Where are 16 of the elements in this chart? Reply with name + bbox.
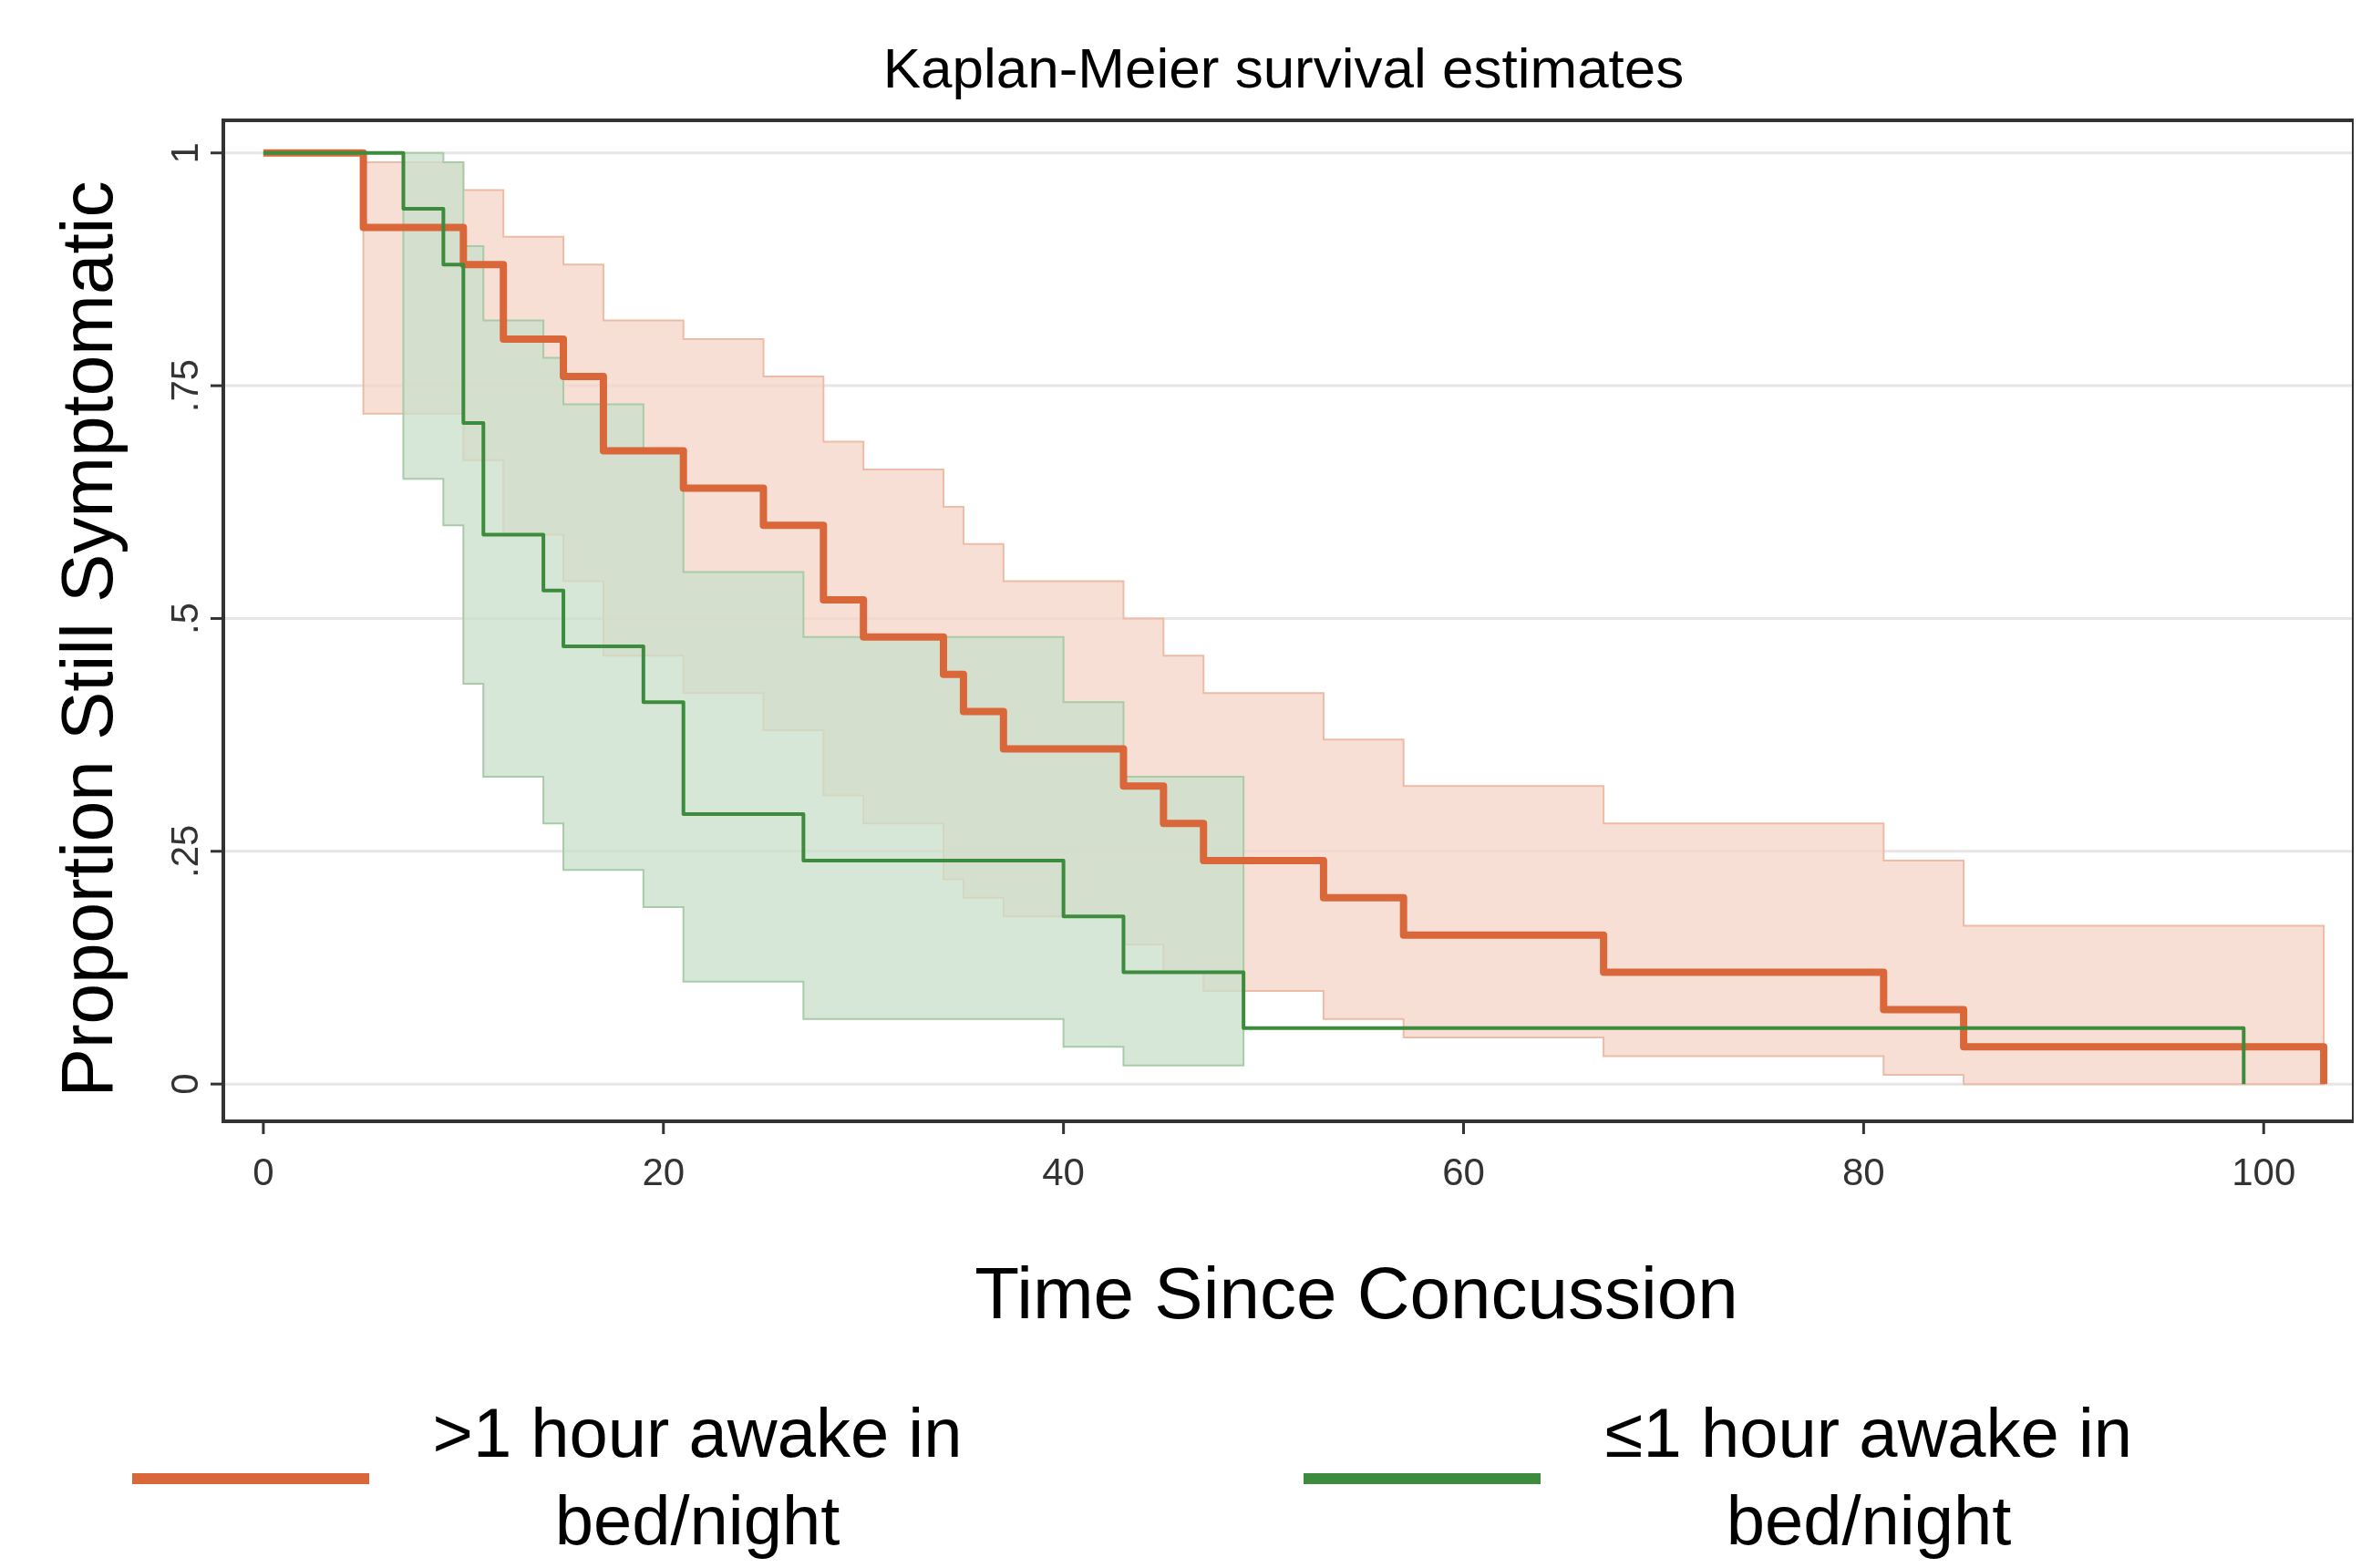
x-tick-label: 20 [642,1150,686,1193]
y-axis-title: Proportion Still Symptomatic [46,181,128,1098]
y-tick-label: .25 [163,824,206,878]
legend-label: ≤1 hour awake in bed/night [1604,1394,2133,1559]
y-tick-label: .5 [163,602,206,634]
x-tick-label: 0 [253,1150,274,1193]
legend-label: >1 hour awake in bed/night [432,1394,963,1559]
x-tick-label: 60 [1442,1150,1485,1193]
x-tick-label: 40 [1042,1150,1085,1193]
x-axis-title: Time Since Concussion [974,1253,1738,1334]
y-tick-label: 0 [163,1073,206,1095]
x-tick-label: 80 [1842,1150,1885,1193]
y-tick-label: 1 [163,142,206,164]
chart-title: Kaplan-Meier survival estimates [882,36,1685,99]
x-tick-label: 100 [2232,1150,2296,1193]
y-tick-label: .75 [163,358,206,413]
